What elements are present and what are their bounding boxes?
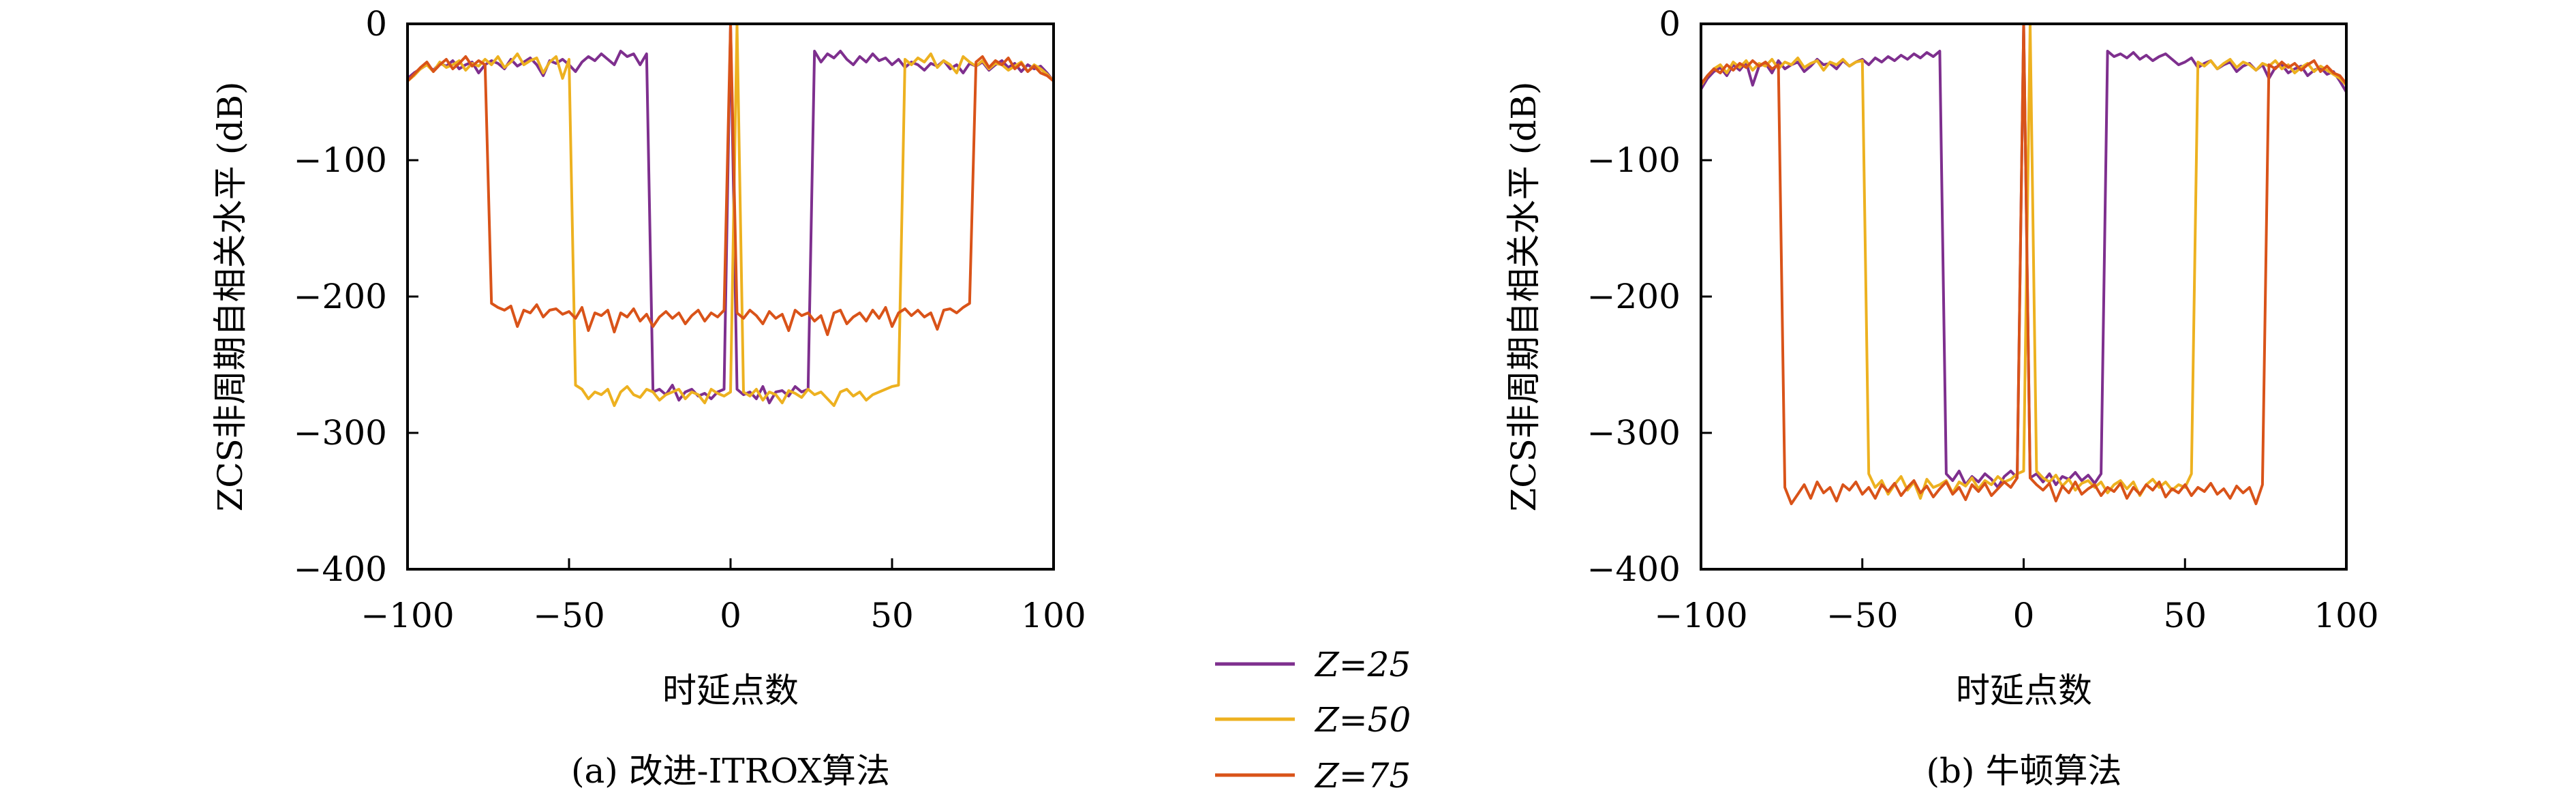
legend-label-z25: Z=25 [1314, 645, 1411, 684]
x-tick-label: 0 [720, 596, 741, 635]
y-tick-label: −300 [294, 413, 387, 453]
y-tick-label: −200 [1587, 277, 1681, 316]
y-tick-label: −400 [294, 549, 387, 589]
y-axis-title: ZCS非周期自相关水平 (dB) [211, 82, 250, 512]
y-tick-label: −200 [294, 277, 387, 316]
x-axis-title: 时延点数 [662, 671, 799, 710]
x-axis-title: 时延点数 [1956, 671, 2092, 710]
y-tick-label: −100 [1587, 140, 1681, 180]
x-tick-label: 50 [870, 596, 914, 635]
legend-label-z75: Z=75 [1314, 756, 1411, 796]
x-tick-label: 100 [2314, 596, 2378, 635]
series-line-z50 [1700, 22, 2348, 500]
caption: (a) 改进-ITROX算法 [571, 751, 890, 791]
y-tick-label: −300 [1587, 413, 1681, 453]
y-tick-label: −400 [1587, 549, 1681, 589]
legend-label-z50: Z=50 [1314, 700, 1411, 740]
x-tick-label: 100 [1021, 596, 1086, 635]
plot-frame [406, 22, 1055, 571]
caption: (b) 牛顿算法 [1927, 751, 2122, 791]
y-tick-label: 0 [365, 4, 387, 44]
x-tick-label: 50 [2163, 596, 2207, 635]
x-tick-label: 0 [2013, 596, 2035, 635]
y-axis-title: ZCS非周期自相关水平 (dB) [1504, 82, 1544, 512]
y-tick-label: −100 [294, 140, 387, 180]
x-tick-label: −100 [1654, 596, 1747, 635]
x-tick-label: −100 [361, 596, 454, 635]
y-tick-label: 0 [1659, 4, 1681, 44]
panel-a: ZCS非周期自相关水平 (dB) 时延点数 (a) 改进-ITROX算法 −10… [211, 4, 1086, 791]
legend: Z=25 Z=50 Z=75 [1215, 645, 1411, 796]
x-tick-label: −50 [1826, 596, 1899, 635]
series-line-z50 [406, 22, 1055, 407]
x-tick-label: −50 [533, 596, 605, 635]
panel-b: ZCS非周期自相关水平 (dB) 时延点数 (b) 牛顿算法 −100 −50 0 5… [1504, 4, 2379, 791]
